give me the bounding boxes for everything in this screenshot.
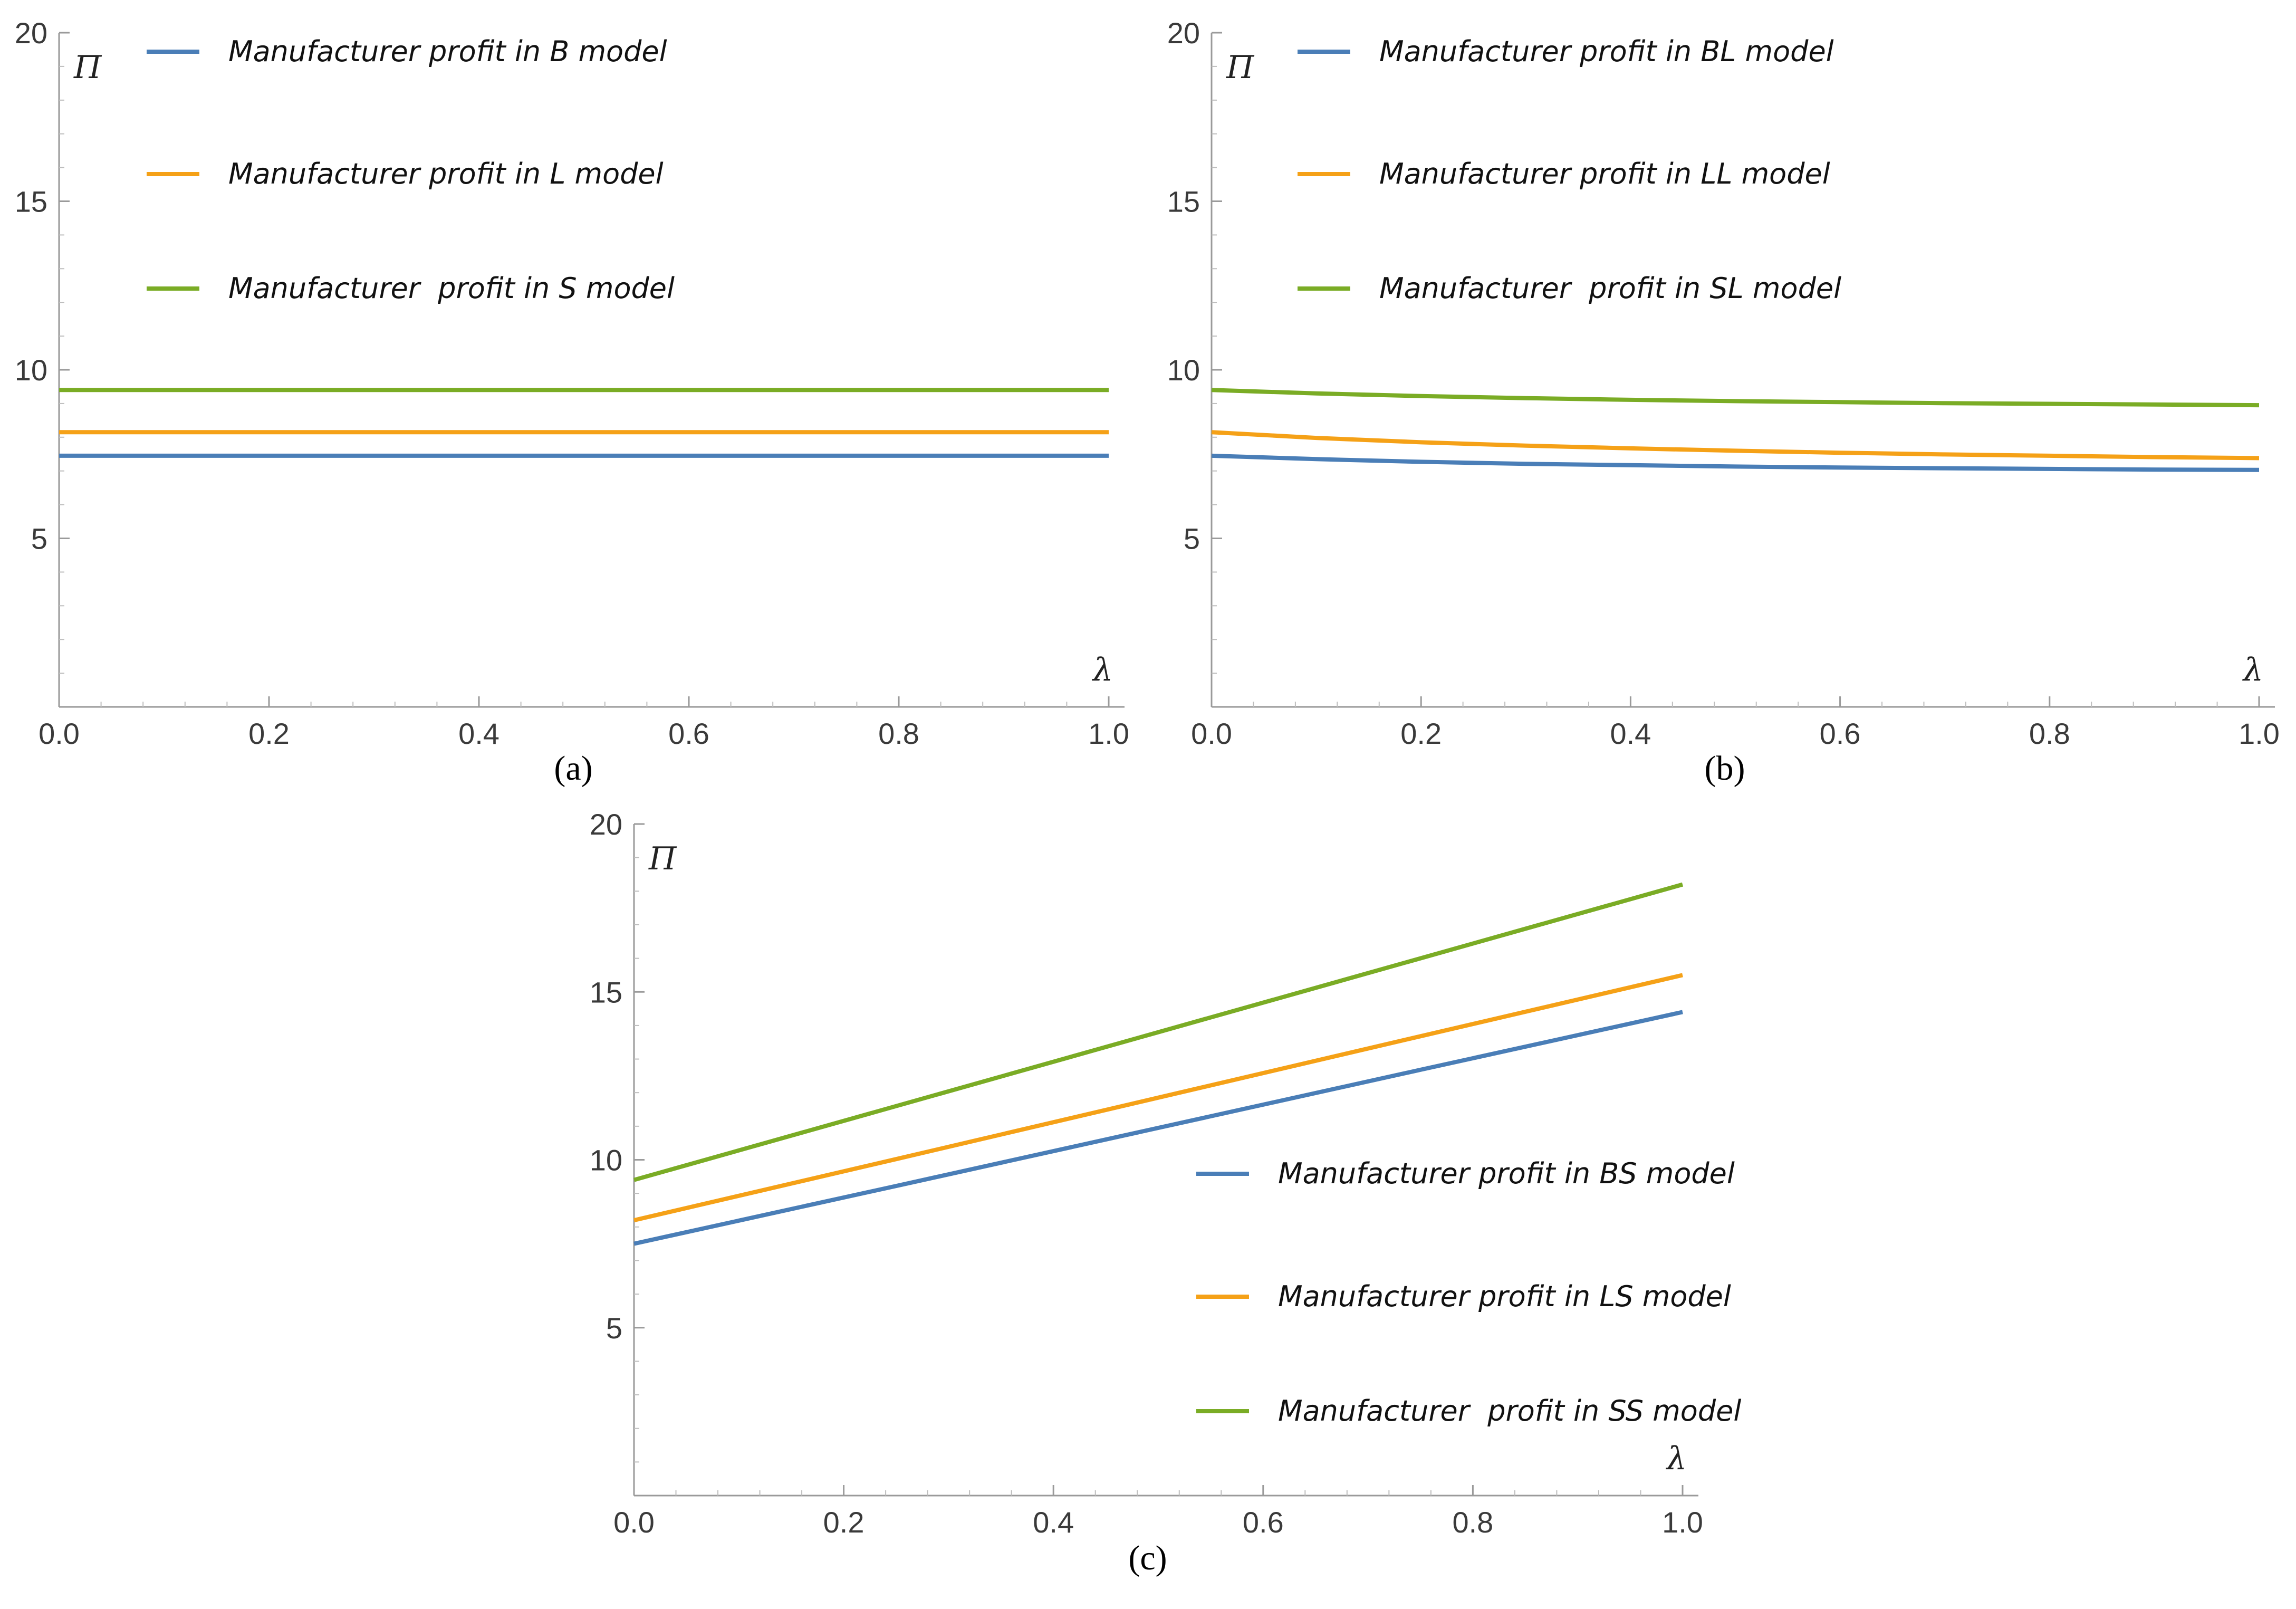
- x-tick-label: 0.0: [39, 717, 80, 750]
- x-tick-label: 0.2: [1400, 717, 1442, 750]
- legend-label: Manufacturer profit in SS model: [1278, 1394, 1741, 1428]
- x-tick-label: 0.0: [613, 1506, 655, 1539]
- x-tick-label: 0.4: [458, 717, 499, 750]
- x-tick-label: 0.8: [1452, 1506, 1493, 1539]
- y-tick-label: 5: [31, 522, 47, 556]
- x-tick-label: 1.0: [1088, 717, 1129, 750]
- x-tick-label: 0.8: [2029, 717, 2070, 750]
- series-line-orange: [633, 973, 1683, 1222]
- y-tick-label: 15: [15, 185, 47, 218]
- panel-label: (b): [1705, 749, 1745, 788]
- x-tick-label: 0.4: [1610, 717, 1651, 750]
- legend-label: Manufacturer profit in LS model: [1278, 1280, 1731, 1313]
- series-line-green: [1211, 388, 2260, 408]
- series-line-blue: [1211, 453, 2260, 472]
- x-axis-title: λ: [1666, 1440, 1687, 1477]
- x-tick-label: 1.0: [2239, 717, 2280, 750]
- y-axis-title: Π: [1226, 49, 1255, 86]
- x-tick-label: 0.6: [668, 717, 709, 750]
- legend-label: Manufacturer profit in L model: [228, 157, 664, 190]
- x-axis-title: λ: [1092, 652, 1113, 688]
- y-tick-label: 10: [590, 1144, 622, 1177]
- legend-label: Manufacturer profit in SL model: [1379, 272, 1841, 305]
- x-tick-label: 0.4: [1033, 1506, 1074, 1539]
- y-tick-label: 20: [15, 16, 47, 50]
- y-tick-label: 5: [606, 1311, 622, 1345]
- x-tick-label: 0.0: [1191, 717, 1232, 750]
- y-tick-label: 10: [15, 353, 47, 387]
- y-tick-label: 15: [590, 975, 622, 1009]
- panel-b: 0.0 0.2 0.4 0.6 0.8 1.0 5 10 15 20 Πλ Manufacturer …: [1167, 16, 2280, 788]
- x-axis-title: λ: [2242, 652, 2263, 688]
- series-line-orange: [1211, 430, 2260, 461]
- legend-label: Manufacturer profit in B model: [228, 35, 667, 68]
- y-tick-label: 15: [1167, 185, 1200, 218]
- y-axis-title: Π: [648, 840, 677, 877]
- y-tick-label: 20: [590, 808, 622, 841]
- panel-c: 0.0 0.2 0.4 0.6 0.8 1.0 5 10 15 20 Πλ Manufacturer …: [590, 808, 1742, 1577]
- x-tick-label: 0.6: [1243, 1506, 1284, 1539]
- legend-label: Manufacturer profit in S model: [228, 272, 675, 305]
- legend-label: Manufacturer profit in BL model: [1379, 35, 1834, 68]
- series-line-blue: [633, 1010, 1683, 1246]
- x-tick-label: 0.8: [878, 717, 919, 750]
- legend-label: Manufacturer profit in LL model: [1379, 157, 1830, 190]
- x-tick-label: 0.2: [248, 717, 290, 750]
- y-tick-label: 10: [1167, 353, 1200, 387]
- y-axis-title: Π: [73, 49, 102, 86]
- legend-label: Manufacturer profit in BS model: [1278, 1157, 1735, 1190]
- y-tick-label: 20: [1167, 16, 1200, 50]
- panel-label: (a): [554, 749, 592, 788]
- y-tick-label: 5: [1184, 522, 1200, 556]
- series-line-green: [633, 882, 1684, 1182]
- panel-label: (c): [1128, 1539, 1167, 1577]
- x-tick-label: 0.2: [823, 1506, 864, 1539]
- panel-a: 0.0 0.2 0.4 0.6 0.8 1.0 5 10 15 20 Πλ Manufacturer …: [15, 16, 1129, 788]
- x-tick-label: 0.6: [1820, 717, 1861, 750]
- x-tick-label: 1.0: [1662, 1506, 1703, 1539]
